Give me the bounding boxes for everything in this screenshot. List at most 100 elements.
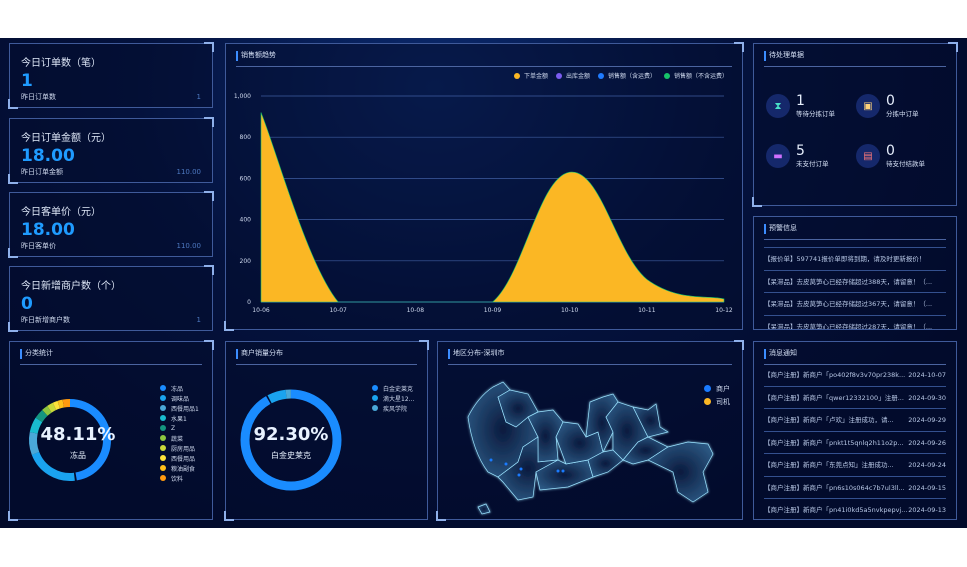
stat-value: 18.00 xyxy=(21,146,75,166)
panel-title: 消息通知 xyxy=(764,349,946,365)
warning-text: 【呆滞品】去皮莴笋心已经存储超过287天，请留意！（... xyxy=(764,322,933,330)
legend-item[interactable]: 疾风学院 xyxy=(372,403,414,413)
legend-dot xyxy=(160,465,166,471)
merchant-marker xyxy=(504,462,508,466)
box-icon: ▣ xyxy=(856,94,880,118)
stat-label: 今日订单金额（元） xyxy=(21,133,111,144)
donut-center-label: 冻品 xyxy=(70,451,86,460)
pending-text: 0 待支付结款单 xyxy=(886,144,925,168)
legend-label: 西餐用品1 xyxy=(171,405,199,413)
pending-text: 0 分拣中订单 xyxy=(886,94,919,118)
legend-item[interactable]: 厨房用品 xyxy=(160,443,199,453)
bill-icon: ▤ xyxy=(856,144,880,168)
donut-slice[interactable] xyxy=(240,389,342,491)
pending-item[interactable]: ⧗ 1 等待分拣订单 xyxy=(766,94,835,118)
stat-card-orders: 今日订单数（笔） 1 昨日订单数 1 xyxy=(8,42,214,109)
legend-item[interactable]: 销售额（含运费） xyxy=(597,71,656,80)
donut-slice[interactable] xyxy=(27,397,114,484)
legend-item[interactable]: 司机 xyxy=(704,395,730,408)
category-legend: 冻品调味品西餐用品1 水果1 Z 蔬菜 厨房用品 西餐用品 粮油副食 饮料 xyxy=(160,383,199,483)
warning-item[interactable]: 【报价单】597741报价单即将到期，请及时更新报价！ xyxy=(764,248,946,271)
x-tick-label: 10-07 xyxy=(329,307,347,314)
legend-item[interactable]: 白金史莱克 xyxy=(372,383,414,393)
warning-item[interactable]: 【呆滞品】去皮莴笋心已经存储超过287天，请留意！（... xyxy=(764,316,946,330)
legend-item[interactable]: 水果1 xyxy=(160,413,199,423)
donut-slice[interactable] xyxy=(229,378,353,502)
legend-label: 滴大星12... xyxy=(383,395,415,403)
merchant-marker xyxy=(519,467,523,471)
pending-label: 待支付结款单 xyxy=(886,160,925,168)
legend-dot xyxy=(372,395,378,401)
legend-label: 冻品 xyxy=(171,385,184,393)
legend-item[interactable]: 滴大星12... xyxy=(372,393,414,403)
x-tick-label: 10-09 xyxy=(484,307,502,314)
legend-item[interactable]: 西餐用品 xyxy=(160,453,199,463)
series-area xyxy=(260,112,725,303)
legend-item[interactable]: 粮油副食 xyxy=(160,463,199,473)
legend-item[interactable]: 出库金额 xyxy=(555,71,590,80)
message-text: 【商户注册】新商户「东莞点知」注册成功... xyxy=(764,461,894,469)
warning-item[interactable]: 【呆滞品】去皮莴笋心已经存储超过388天，请留意！（... xyxy=(764,271,946,293)
stat-label: 今日订单数（笔） xyxy=(21,58,101,69)
message-item[interactable]: 【商户注册】新商户「东莞点知」注册成功... 2024-09-24 xyxy=(764,454,946,477)
legend-item[interactable]: 饮料 xyxy=(160,473,199,483)
legend-label: 下单金额 xyxy=(523,73,548,80)
message-text: 【商户注册】新商户「卢欢」注册成功，请... xyxy=(764,416,894,424)
legend-item[interactable]: 调味品 xyxy=(160,393,199,403)
category-panel: 分类统计 48.11% 冻品 冻品 调味品 西餐用品1 水果1 Z 蔬菜 厨房用品 西餐用品粮… xyxy=(8,340,214,521)
message-item[interactable]: 【商户注册】新商户「pn41i0kd5a5nvkpepvj... 2024-09-… xyxy=(764,499,946,519)
stat-card-amount: 今日订单金额（元） 18.00 昨日订单金额 110.00 xyxy=(8,117,214,184)
stat-sub-label: 昨日订单金额 xyxy=(21,168,63,176)
donut-slice[interactable] xyxy=(24,394,117,487)
donut-center-label: 白金史莱克 xyxy=(271,451,311,460)
legend-item[interactable]: 销售额（不含运费） xyxy=(663,71,728,80)
legend-dot xyxy=(160,425,166,431)
legend-dot xyxy=(160,455,166,461)
message-date: 2024-10-07 xyxy=(908,371,946,379)
message-item[interactable]: 【商户注册】新商户「po402f8v3v70pr238k... 2024-10-0… xyxy=(764,364,946,387)
donut-slice[interactable] xyxy=(28,399,111,481)
message-text: 【商户注册】新商户「qwer12332100」注册... xyxy=(764,393,904,402)
pending-label: 未支付订单 xyxy=(796,160,829,168)
stat-sub-value: 110.00 xyxy=(176,242,202,250)
panel-title: 分类统计 xyxy=(20,349,202,365)
message-item[interactable]: 【商户注册】新商户「卢欢」注册成功，请... 2024-09-29 xyxy=(764,409,946,432)
pending-item[interactable]: ▬ 5 未支付订单 xyxy=(766,144,829,168)
message-date: 2024-09-24 xyxy=(908,461,946,469)
hourglass-icon: ⧗ xyxy=(766,94,790,118)
legend-item[interactable]: 商户 xyxy=(704,382,730,395)
warning-text: 【报价单】597741报价单即将到期，请及时更新报价！ xyxy=(764,255,926,263)
legend-item[interactable]: 冻品 xyxy=(160,383,199,393)
merchant-marker xyxy=(489,458,493,462)
warning-item[interactable]: 【呆滞品】去皮莴笋心已经存储超过367天，请留意！（... xyxy=(764,293,946,316)
messages-panel: 消息通知 【商户注册】新商户「po402f8v3v70pr238k... 2024… xyxy=(753,341,957,520)
donut-slice[interactable] xyxy=(22,392,118,488)
ticket-icon: ▬ xyxy=(766,144,790,168)
pending-item[interactable]: ▣ 0 分拣中订单 xyxy=(856,94,919,118)
message-date: 2024-09-13 xyxy=(908,506,946,514)
legend-dot xyxy=(513,72,520,79)
message-item[interactable]: 【商户注册】新商户「pn6s10s064c7b7ul3ll... 2024-09-… xyxy=(764,477,946,499)
pending-count: 0 xyxy=(886,143,895,159)
pending-text: 5 未支付订单 xyxy=(796,144,829,168)
donut-center-value: 92.30% xyxy=(253,424,329,445)
x-tick-label: 10-08 xyxy=(407,307,425,314)
legend-item[interactable]: 蔬菜 xyxy=(160,433,199,443)
legend-item[interactable]: 西餐用品1 xyxy=(160,403,199,413)
legend-item[interactable]: Z xyxy=(160,423,199,433)
pending-item[interactable]: ▤ 0 待支付结款单 xyxy=(856,144,925,168)
legend-label: 调味品 xyxy=(171,395,190,403)
legend-dot xyxy=(663,72,670,79)
stat-sub-label: 昨日订单数 xyxy=(21,93,56,101)
message-item[interactable]: 【商户注册】新商户「pnkt1t5qnlq2h11o2p... 2024-09-2… xyxy=(764,432,946,454)
legend-item[interactable]: 下单金额 xyxy=(513,71,548,80)
stat-sub-value: 1 xyxy=(196,93,201,101)
message-item[interactable]: 【商户注册】新商户「qwer12332100」注册... 2024-09-30 xyxy=(764,387,946,409)
legend-label: 销售额（不含运费） xyxy=(673,73,728,80)
legend-dot xyxy=(160,395,166,401)
map-legend: 商户 司机 xyxy=(704,382,730,408)
donut-slice[interactable] xyxy=(19,389,121,491)
donut-slice[interactable] xyxy=(19,389,122,492)
panel-title: 销售额趋势 xyxy=(236,51,732,67)
shenzhen-map[interactable] xyxy=(438,342,744,521)
